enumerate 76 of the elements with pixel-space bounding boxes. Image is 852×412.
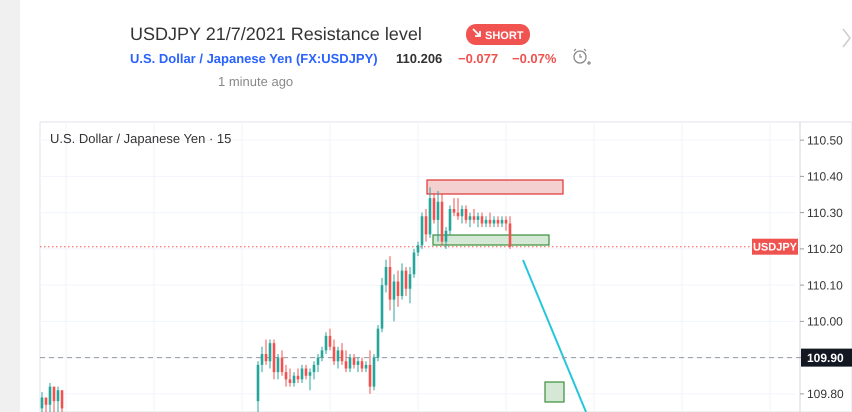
candlestick — [384, 259, 388, 293]
candlestick — [268, 339, 272, 369]
candlestick — [296, 368, 300, 384]
candlestick — [408, 266, 412, 304]
text: 1 minute ago — [218, 74, 294, 89]
candlestick — [320, 346, 324, 362]
candlestick — [312, 360, 316, 380]
y-tick-label: 110.10 — [807, 278, 844, 292]
y-tick-label: 110.50 — [807, 133, 844, 148]
candlestick — [456, 198, 460, 220]
y-tick-label: 110.40 — [807, 170, 844, 184]
candlestick — [396, 270, 400, 308]
candlestick — [468, 212, 472, 228]
y-tick-label: 110.30 — [807, 206, 844, 220]
candlestick — [500, 216, 504, 228]
candlestick — [472, 208, 476, 224]
chart-subtitle: U.S. Dollar / Japanese Yen (FX:USDJPY) — [130, 51, 378, 66]
candlestick — [392, 274, 396, 322]
candlestick — [276, 354, 280, 380]
chart-title: USDJPY 21/7/2021 Resistance level — [130, 24, 422, 44]
text: −0.077 — [458, 51, 498, 66]
candlestick — [60, 390, 64, 412]
candlestick — [464, 204, 468, 224]
candlestick — [432, 194, 436, 224]
candlestick — [260, 346, 264, 373]
candlestick — [344, 350, 348, 373]
candlestick — [356, 357, 360, 373]
candlestick — [496, 216, 500, 228]
candlestick — [300, 364, 304, 384]
candlestick — [284, 364, 288, 388]
candlestick — [336, 346, 340, 369]
candlestick — [360, 357, 364, 373]
candlestick — [288, 368, 292, 388]
candlestick — [368, 350, 372, 394]
candlestick — [412, 248, 416, 278]
ref-line-label: USDJPY — [752, 242, 798, 254]
y-tick-label: 110.20 — [807, 242, 844, 256]
candlestick — [316, 354, 320, 373]
candlestick — [448, 204, 452, 235]
candlestick — [460, 204, 464, 224]
candlestick — [280, 350, 284, 376]
y-tick-label: 110.00 — [807, 314, 844, 329]
candlestick — [452, 198, 456, 217]
candlestick — [264, 339, 268, 366]
candlestick — [324, 332, 328, 354]
candlestick — [480, 212, 484, 228]
candlestick — [40, 392, 44, 412]
candlestick — [292, 372, 296, 388]
candlestick — [308, 368, 312, 391]
y-tick-label: 109.80 — [807, 387, 844, 402]
candlestick — [504, 216, 508, 232]
candlestick — [340, 342, 344, 366]
candlestick — [488, 212, 492, 228]
ref-line-label: 109.90 — [807, 350, 844, 365]
candlestick — [304, 364, 308, 380]
candlestick — [364, 360, 368, 373]
text: SHORT — [485, 30, 524, 42]
candlestick — [404, 266, 408, 296]
candlestick — [352, 354, 356, 369]
candlestick — [44, 397, 48, 412]
candlestick — [424, 208, 428, 242]
candlestick — [328, 328, 332, 351]
candlestick — [476, 212, 480, 228]
annotation: U.S. Dollar / Japanese Yen · 15 — [50, 131, 232, 146]
candlestick — [56, 386, 60, 412]
text: −0.07% — [512, 51, 557, 66]
text: 110.206 — [396, 51, 442, 66]
candlestick — [492, 216, 496, 228]
candlestick — [436, 190, 440, 242]
candlestick — [416, 241, 420, 257]
candlestick — [52, 386, 56, 412]
candlestick — [348, 354, 352, 373]
candlestick — [444, 226, 448, 250]
candlestick — [48, 382, 52, 412]
candlestick — [332, 339, 336, 366]
candlestick — [484, 216, 488, 228]
